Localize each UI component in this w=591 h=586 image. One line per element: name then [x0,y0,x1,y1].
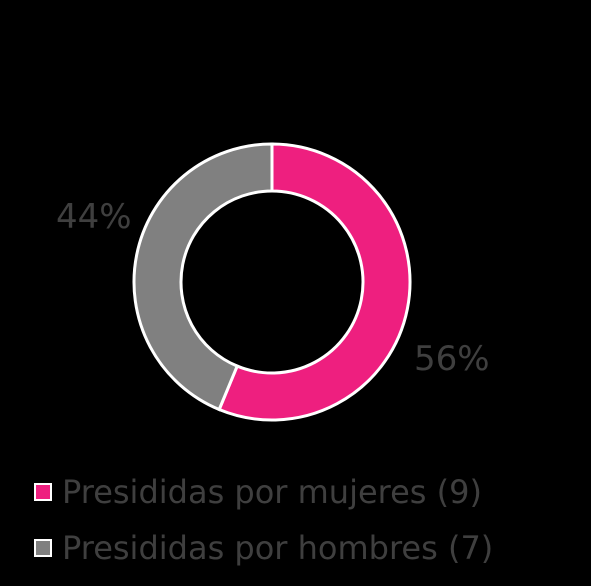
donut-slice-mujeres[interactable] [217,142,412,422]
slice-percent-label-mujeres: 56% [414,339,490,379]
legend-item-mujeres[interactable]: Presididas por mujeres (9) [34,464,493,520]
legend-swatch-hombres [34,539,52,557]
donut-slice-hombres[interactable] [132,142,274,412]
legend: Presididas por mujeres (9) Presididas po… [34,464,493,576]
legend-label-mujeres: Presididas por mujeres (9) [62,473,482,511]
slice-percent-label-hombres: 44% [56,197,132,237]
legend-item-hombres[interactable]: Presididas por hombres (7) [34,520,493,576]
legend-label-hombres: Presididas por hombres (7) [62,529,494,567]
legend-swatch-mujeres [34,483,52,501]
